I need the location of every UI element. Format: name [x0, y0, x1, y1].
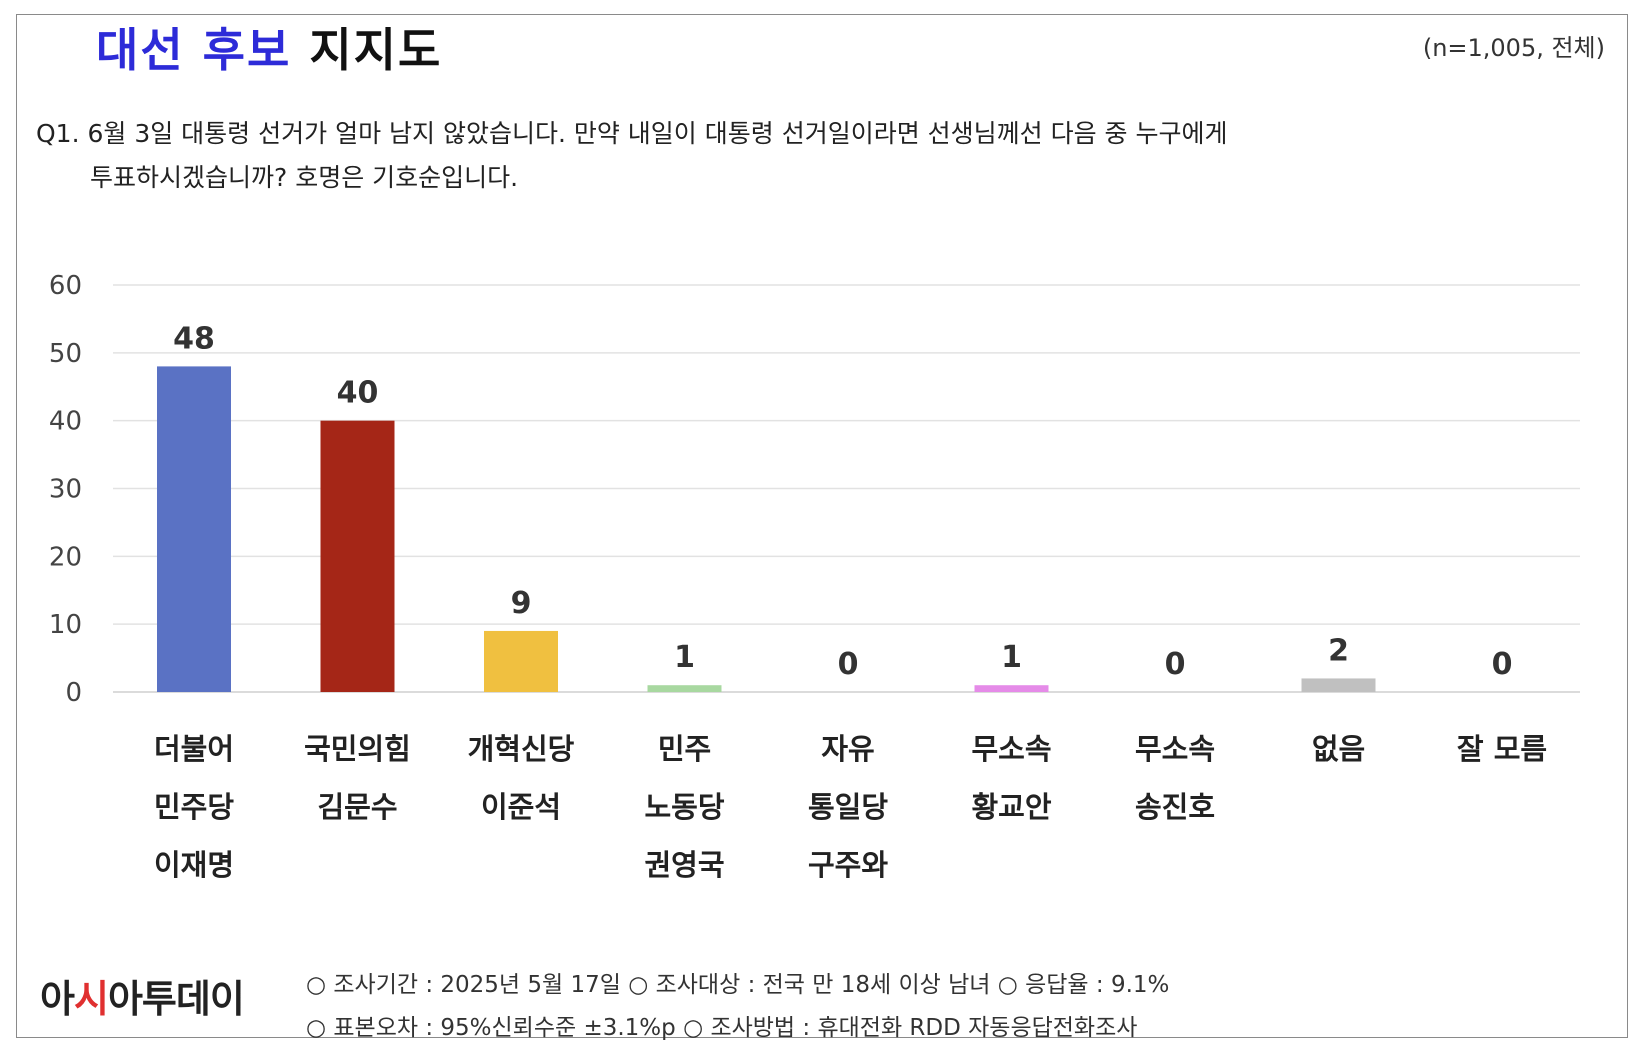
category-label: 민주당: [154, 790, 234, 824]
value-labels: 48 40 9 1 0 1 0 2 0: [173, 321, 1512, 682]
survey-info: ○ 조사기간 : 2025년 5월 17일 ○ 조사대상 : 전국 만 18세 …: [306, 964, 1169, 1050]
logo-text-accent: 시: [73, 977, 109, 1021]
category-label: 김문수: [317, 790, 397, 824]
category-label: 잘 모름: [1457, 732, 1547, 766]
question-line-2: 투표하시겠습니까? 호명은 기호순입니다.: [90, 163, 519, 192]
title-rest: 지지도: [309, 23, 443, 77]
value-label: 1: [674, 640, 695, 675]
bar: [647, 685, 722, 692]
category-label: 자유: [821, 732, 874, 766]
value-label: 9: [511, 586, 532, 621]
category-label: 통일당: [808, 790, 888, 824]
category-label: 국민의힘: [304, 732, 411, 766]
category-label: 노동당: [644, 790, 724, 824]
y-tick-label: 40: [49, 407, 82, 437]
category-label: 황교안: [971, 790, 1051, 824]
category-label: 민주: [658, 732, 711, 766]
y-tick-label: 50: [49, 339, 82, 369]
y-axis-ticks: 0 10 20 30 40 50 60: [49, 271, 82, 708]
title-highlight: 대선 후보: [96, 23, 292, 77]
category-label: 무소속: [1135, 732, 1215, 766]
chart-bars: [157, 366, 1376, 692]
value-label: 2: [1328, 633, 1349, 668]
bar: [974, 685, 1049, 692]
category-label: 구주와: [808, 848, 888, 880]
bar: [484, 630, 558, 692]
value-label: 48: [173, 321, 215, 356]
value-label: 0: [838, 647, 859, 682]
chart-title: 대선 후보 지지도: [96, 14, 442, 80]
category-label: 없음: [1312, 732, 1365, 766]
logo-text-2: 아투데이: [107, 977, 245, 1021]
category-label: 권영국: [644, 848, 724, 880]
y-tick-label: 30: [49, 475, 82, 505]
value-label: 1: [1001, 640, 1022, 675]
logo-text-1: 아: [40, 977, 75, 1021]
category-label: 이재명: [154, 848, 234, 880]
y-tick-label: 10: [49, 610, 82, 640]
y-tick-label: 0: [65, 678, 82, 708]
value-label: 40: [337, 376, 379, 411]
chart-frame: [16, 14, 1628, 1038]
bar: [157, 366, 231, 692]
question-line-1: Q1. 6월 3일 대통령 선거가 얼마 남지 않았습니다. 만약 내일이 대통…: [36, 119, 1228, 148]
survey-info-line-2: ○ 표본오차 : 95%신뢰수준 ±3.1%p ○ 조사방법 : 휴대전화 RD…: [306, 1015, 1138, 1041]
category-label: 더불어: [154, 732, 234, 766]
publisher-logo: 아시아투데이: [40, 968, 245, 1023]
y-tick-label: 60: [49, 271, 82, 301]
value-label: 0: [1165, 647, 1186, 682]
bar: [320, 420, 395, 692]
sample-size-note: (n=1,005, 전체): [1422, 34, 1605, 62]
category-label: 송진호: [1135, 790, 1215, 824]
bar: [1301, 678, 1376, 692]
y-tick-label: 20: [49, 542, 82, 572]
survey-info-line-1: ○ 조사기간 : 2025년 5월 17일 ○ 조사대상 : 전국 만 18세 …: [306, 972, 1170, 998]
category-label: 개혁신당: [468, 732, 575, 766]
category-label: 이준석: [481, 790, 561, 824]
value-label: 0: [1492, 647, 1513, 682]
survey-question: Q1. 6월 3일 대통령 선거가 얼마 남지 않았습니다. 만약 내일이 대통…: [36, 112, 1556, 200]
category-label: 무소속: [971, 732, 1051, 766]
